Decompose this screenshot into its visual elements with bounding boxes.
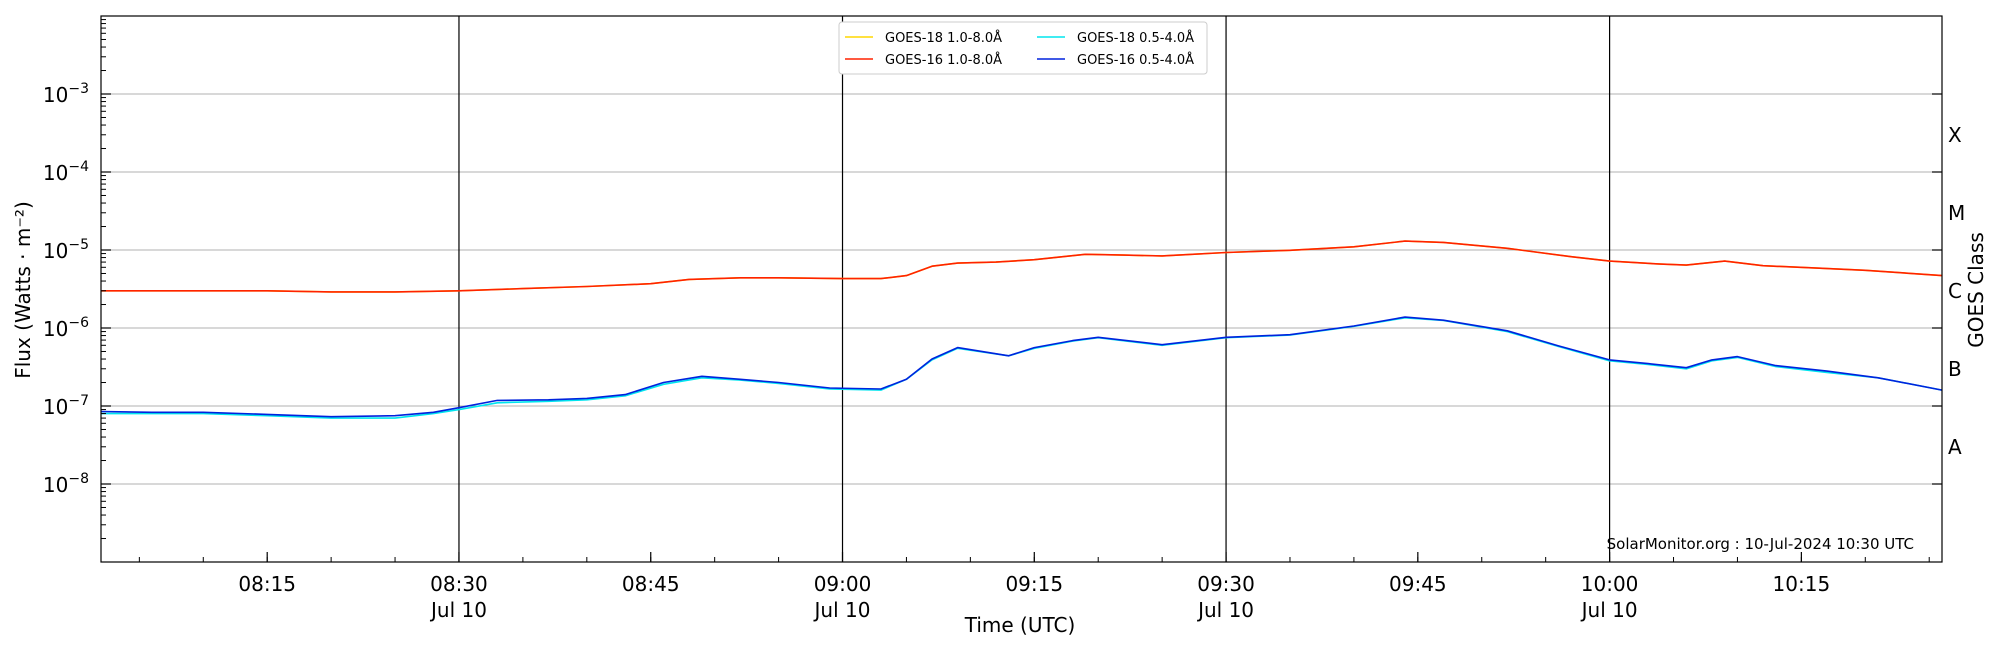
legend-label: GOES-16 1.0-8.0Å	[885, 52, 1002, 68]
legend-label: GOES-18 0.5-4.0Å	[1077, 30, 1194, 46]
series-line-1	[101, 240, 1943, 293]
legend-box	[838, 21, 1208, 75]
goes-class-axis-title: GOES Class	[1964, 232, 1988, 348]
x-tick-label: 09:30	[1197, 572, 1255, 596]
x-tick-label: 10:00	[1581, 572, 1639, 596]
series-line-2	[101, 316, 1943, 419]
series-line-0	[101, 240, 1943, 293]
x-tick-date-label: Jul 10	[1196, 598, 1254, 622]
x-tick-label: 09:15	[1005, 572, 1063, 596]
x-axis-title: Time (UTC)	[964, 613, 1076, 637]
goes-class-label: C	[1948, 279, 1962, 303]
x-tick-label: 10:15	[1773, 572, 1831, 596]
y-tick-label: 10−5	[43, 237, 89, 263]
legend-label: GOES-18 1.0-8.0Å	[885, 30, 1002, 46]
x-tick-date-label: Jul 10	[1580, 598, 1638, 622]
goes-class-label: X	[1948, 123, 1962, 147]
series-lines	[100, 240, 1943, 419]
y-axis-title: Flux (Watts · m⁻²)	[11, 201, 35, 379]
y-tick-label: 10−7	[43, 393, 89, 419]
x-tick-label: 09:45	[1389, 572, 1447, 596]
x-tick-label: 09:00	[814, 572, 872, 596]
goes-class-label: A	[1948, 435, 1962, 459]
y-tick-label: 10−3	[43, 81, 89, 107]
y-tick-label: 10−8	[43, 471, 89, 497]
y-tick-label: 10−4	[43, 159, 89, 185]
x-tick-date-label: Jul 10	[813, 598, 871, 622]
day-boundary-lines	[458, 16, 1611, 562]
goes-class-label: B	[1948, 357, 1962, 381]
x-tick-date-label: Jul 10	[429, 598, 487, 622]
grid-lines	[101, 93, 1942, 485]
goes-class-labels: A B C M X	[1948, 123, 1965, 459]
plot-frame	[100, 15, 1943, 563]
goes-class-label: M	[1948, 201, 1965, 225]
y-axis-ticks: 10−8 10−7 10−6 10−5 10−4 10−3	[43, 19, 1942, 540]
x-tick-label: 08:15	[238, 572, 296, 596]
series-line-3	[100, 316, 1943, 418]
legend-label: GOES-16 0.5-4.0Å	[1077, 52, 1194, 68]
x-tick-label: 08:45	[622, 572, 680, 596]
y-tick-label: 10−6	[43, 315, 89, 341]
x-tick-label: 08:30	[430, 572, 488, 596]
credit-annotation: SolarMonitor.org : 10-Jul-2024 10:30 UTC	[1607, 535, 1914, 553]
legend: GOES-18 1.0-8.0Å GOES-16 1.0-8.0Å GOES-18 …	[838, 21, 1208, 75]
